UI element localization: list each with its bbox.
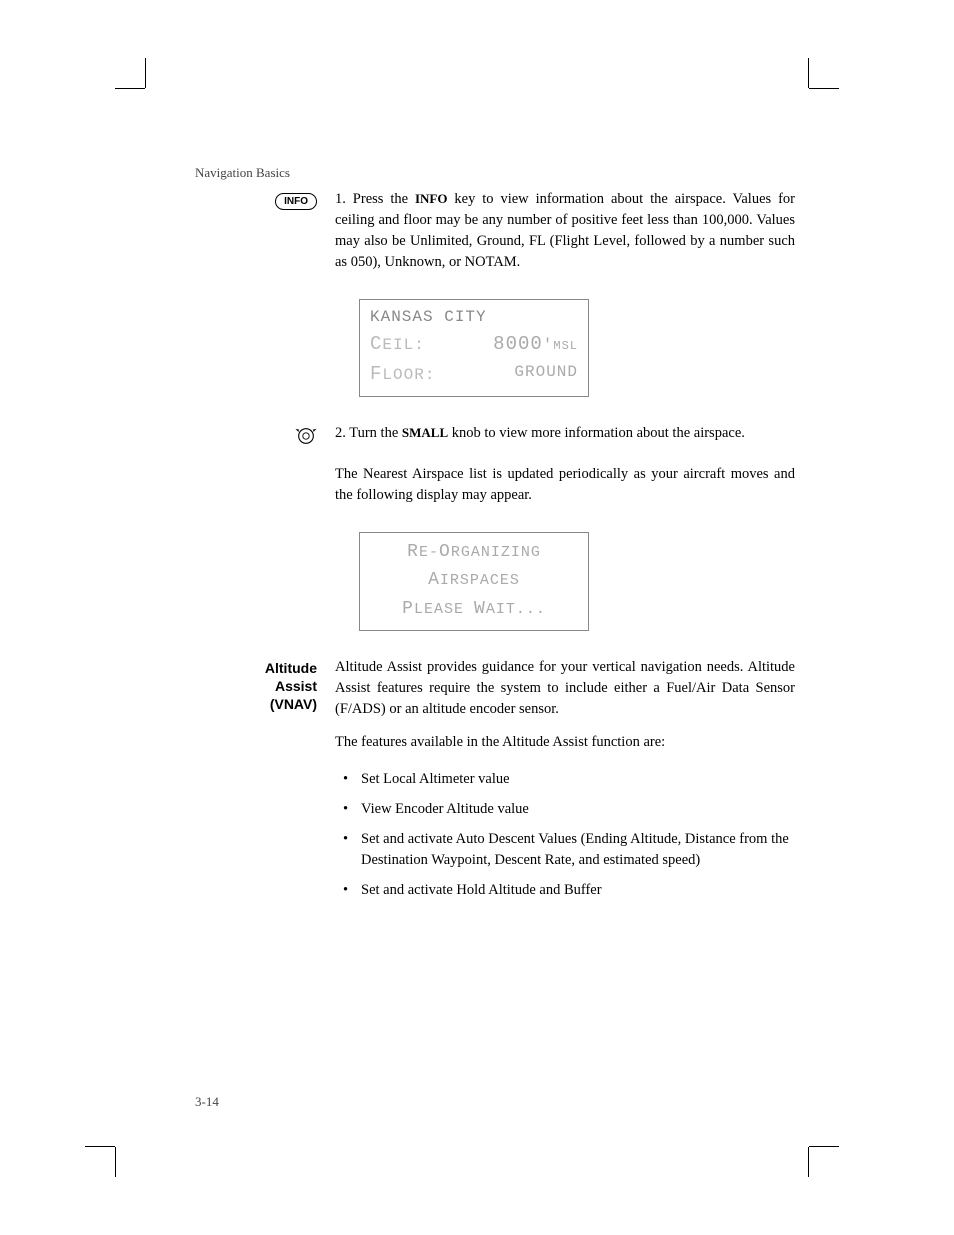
- step-2-row: 2. Turn the SMALL knob to view more info…: [195, 423, 795, 452]
- running-header: Navigation Basics: [195, 165, 795, 181]
- margin-info-key: INFO: [195, 189, 335, 273]
- list-item: Set and activate Hold Altitude and Buffe…: [335, 880, 795, 900]
- lcd2-line2: AIRSPACES: [370, 567, 578, 593]
- feature-list: Set Local Altimeter value View Encoder A…: [335, 769, 795, 900]
- step-1-number: 1.: [335, 191, 353, 207]
- lcd1-floor-row: FLOOR: GROUND: [370, 361, 578, 389]
- margin-knob: [195, 423, 335, 452]
- heading-line3: (VNAV): [195, 695, 317, 713]
- lcd1-ceil-row: CEIL: 8000'MSL: [370, 331, 578, 359]
- bullets-row: Set Local Altimeter value View Encoder A…: [195, 765, 795, 910]
- step-2-part-b: knob to view more information about the …: [448, 425, 745, 441]
- paragraph-3: The features available in the Altitude A…: [335, 732, 795, 753]
- lcd1-ceil-value: 8000'MSL: [493, 331, 578, 359]
- lcd2-row: RE-ORGANIZING AIRSPACES PLEASE WAIT...: [195, 518, 795, 644]
- lcd1-floor-value: GROUND: [514, 361, 578, 389]
- step-2-number: 2.: [335, 425, 349, 441]
- step-1-text: 1. Press the INFO key to view informatio…: [335, 189, 795, 273]
- lcd1-row: KANSAS CITY CEIL: 8000'MSL FLOOR: GROUND: [195, 285, 795, 411]
- step-2-part-a: Turn the: [349, 425, 402, 441]
- margin-heading: Altitude Assist (VNAV): [195, 657, 335, 720]
- paragraph-1: The Nearest Airspace list is updated per…: [335, 464, 795, 506]
- list-item: Set and activate Auto Descent Values (En…: [335, 829, 795, 870]
- list-item: Set Local Altimeter value: [335, 769, 795, 789]
- lcd2-line1: RE-ORGANIZING: [370, 539, 578, 565]
- paragraph-2: Altitude Assist provides guidance for yo…: [335, 657, 795, 720]
- step-1-keyname: INFO: [415, 191, 448, 206]
- step-1-part-a: Press the: [353, 191, 415, 207]
- para3-row: The features available in the Altitude A…: [195, 732, 795, 753]
- vnav-row: Altitude Assist (VNAV) Altitude Assist p…: [195, 657, 795, 720]
- list-item: View Encoder Altitude value: [335, 799, 795, 819]
- heading-line1: Altitude: [195, 659, 317, 677]
- heading-line2: Assist: [195, 677, 317, 695]
- page-content: Navigation Basics INFO 1. Press the INFO…: [195, 165, 795, 922]
- lcd1-floor-label: FLOOR:: [370, 361, 435, 389]
- step-2-keyname: SMALL: [402, 425, 448, 440]
- knob-icon: [295, 425, 317, 447]
- page-number: 3-14: [195, 1094, 219, 1110]
- lcd-display-2: RE-ORGANIZING AIRSPACES PLEASE WAIT...: [359, 532, 589, 630]
- lcd1-title: KANSAS CITY: [370, 306, 578, 329]
- step-1-row: INFO 1. Press the INFO key to view infor…: [195, 189, 795, 273]
- lcd-display-1: KANSAS CITY CEIL: 8000'MSL FLOOR: GROUND: [359, 299, 589, 397]
- lcd2-line3: PLEASE WAIT...: [370, 596, 578, 622]
- para1-row: The Nearest Airspace list is updated per…: [195, 464, 795, 506]
- step-2-text: 2. Turn the SMALL knob to view more info…: [335, 423, 795, 452]
- lcd1-ceil-label: CEIL:: [370, 331, 425, 359]
- info-key-icon: INFO: [275, 193, 317, 210]
